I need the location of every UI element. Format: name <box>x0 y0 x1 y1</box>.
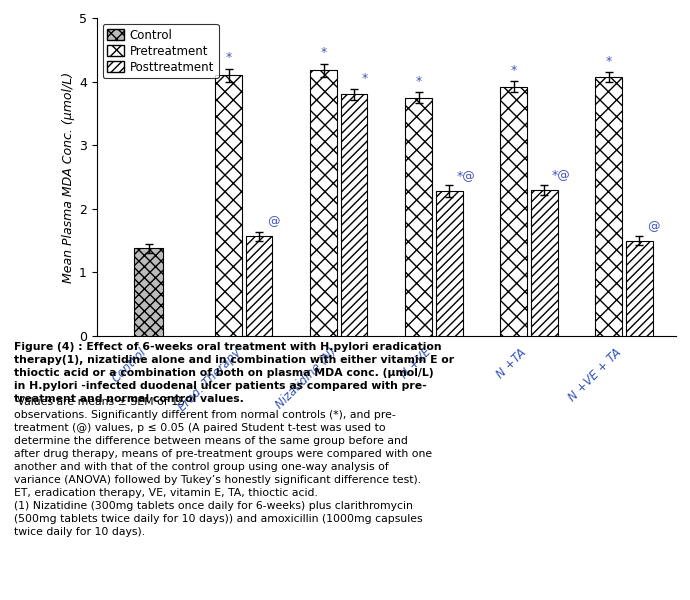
Text: Values are means ± SEM of 15
observations. Significantly different from normal c: Values are means ± SEM of 15 observation… <box>14 397 432 537</box>
Bar <box>310 70 337 336</box>
Text: Figure (4) : Effect of 6-weeks oral treatment with H.pylori eradication
therapy(: Figure (4) : Effect of 6-weeks oral trea… <box>14 342 454 404</box>
Bar <box>500 86 527 336</box>
Bar <box>595 77 622 336</box>
Bar <box>215 75 242 336</box>
Text: *: * <box>362 73 368 85</box>
Bar <box>405 97 432 336</box>
Y-axis label: Mean Plasma MDA Conc. (μmol/L): Mean Plasma MDA Conc. (μmol/L) <box>61 71 75 283</box>
Text: *: * <box>415 75 422 88</box>
Bar <box>531 190 558 336</box>
Text: *: * <box>226 52 232 64</box>
Bar <box>246 236 273 336</box>
Text: *@: *@ <box>457 169 475 182</box>
Text: *: * <box>320 46 327 59</box>
Text: *@: *@ <box>552 169 571 181</box>
Text: *: * <box>511 64 517 77</box>
Bar <box>626 241 653 336</box>
Bar <box>436 191 462 336</box>
Legend: Control, Pretreatment, Posttreatment: Control, Pretreatment, Posttreatment <box>103 24 219 78</box>
Text: *: * <box>606 55 612 68</box>
Text: @: @ <box>267 215 279 229</box>
Text: @: @ <box>647 220 660 233</box>
Bar <box>135 248 164 336</box>
Bar <box>341 94 368 336</box>
